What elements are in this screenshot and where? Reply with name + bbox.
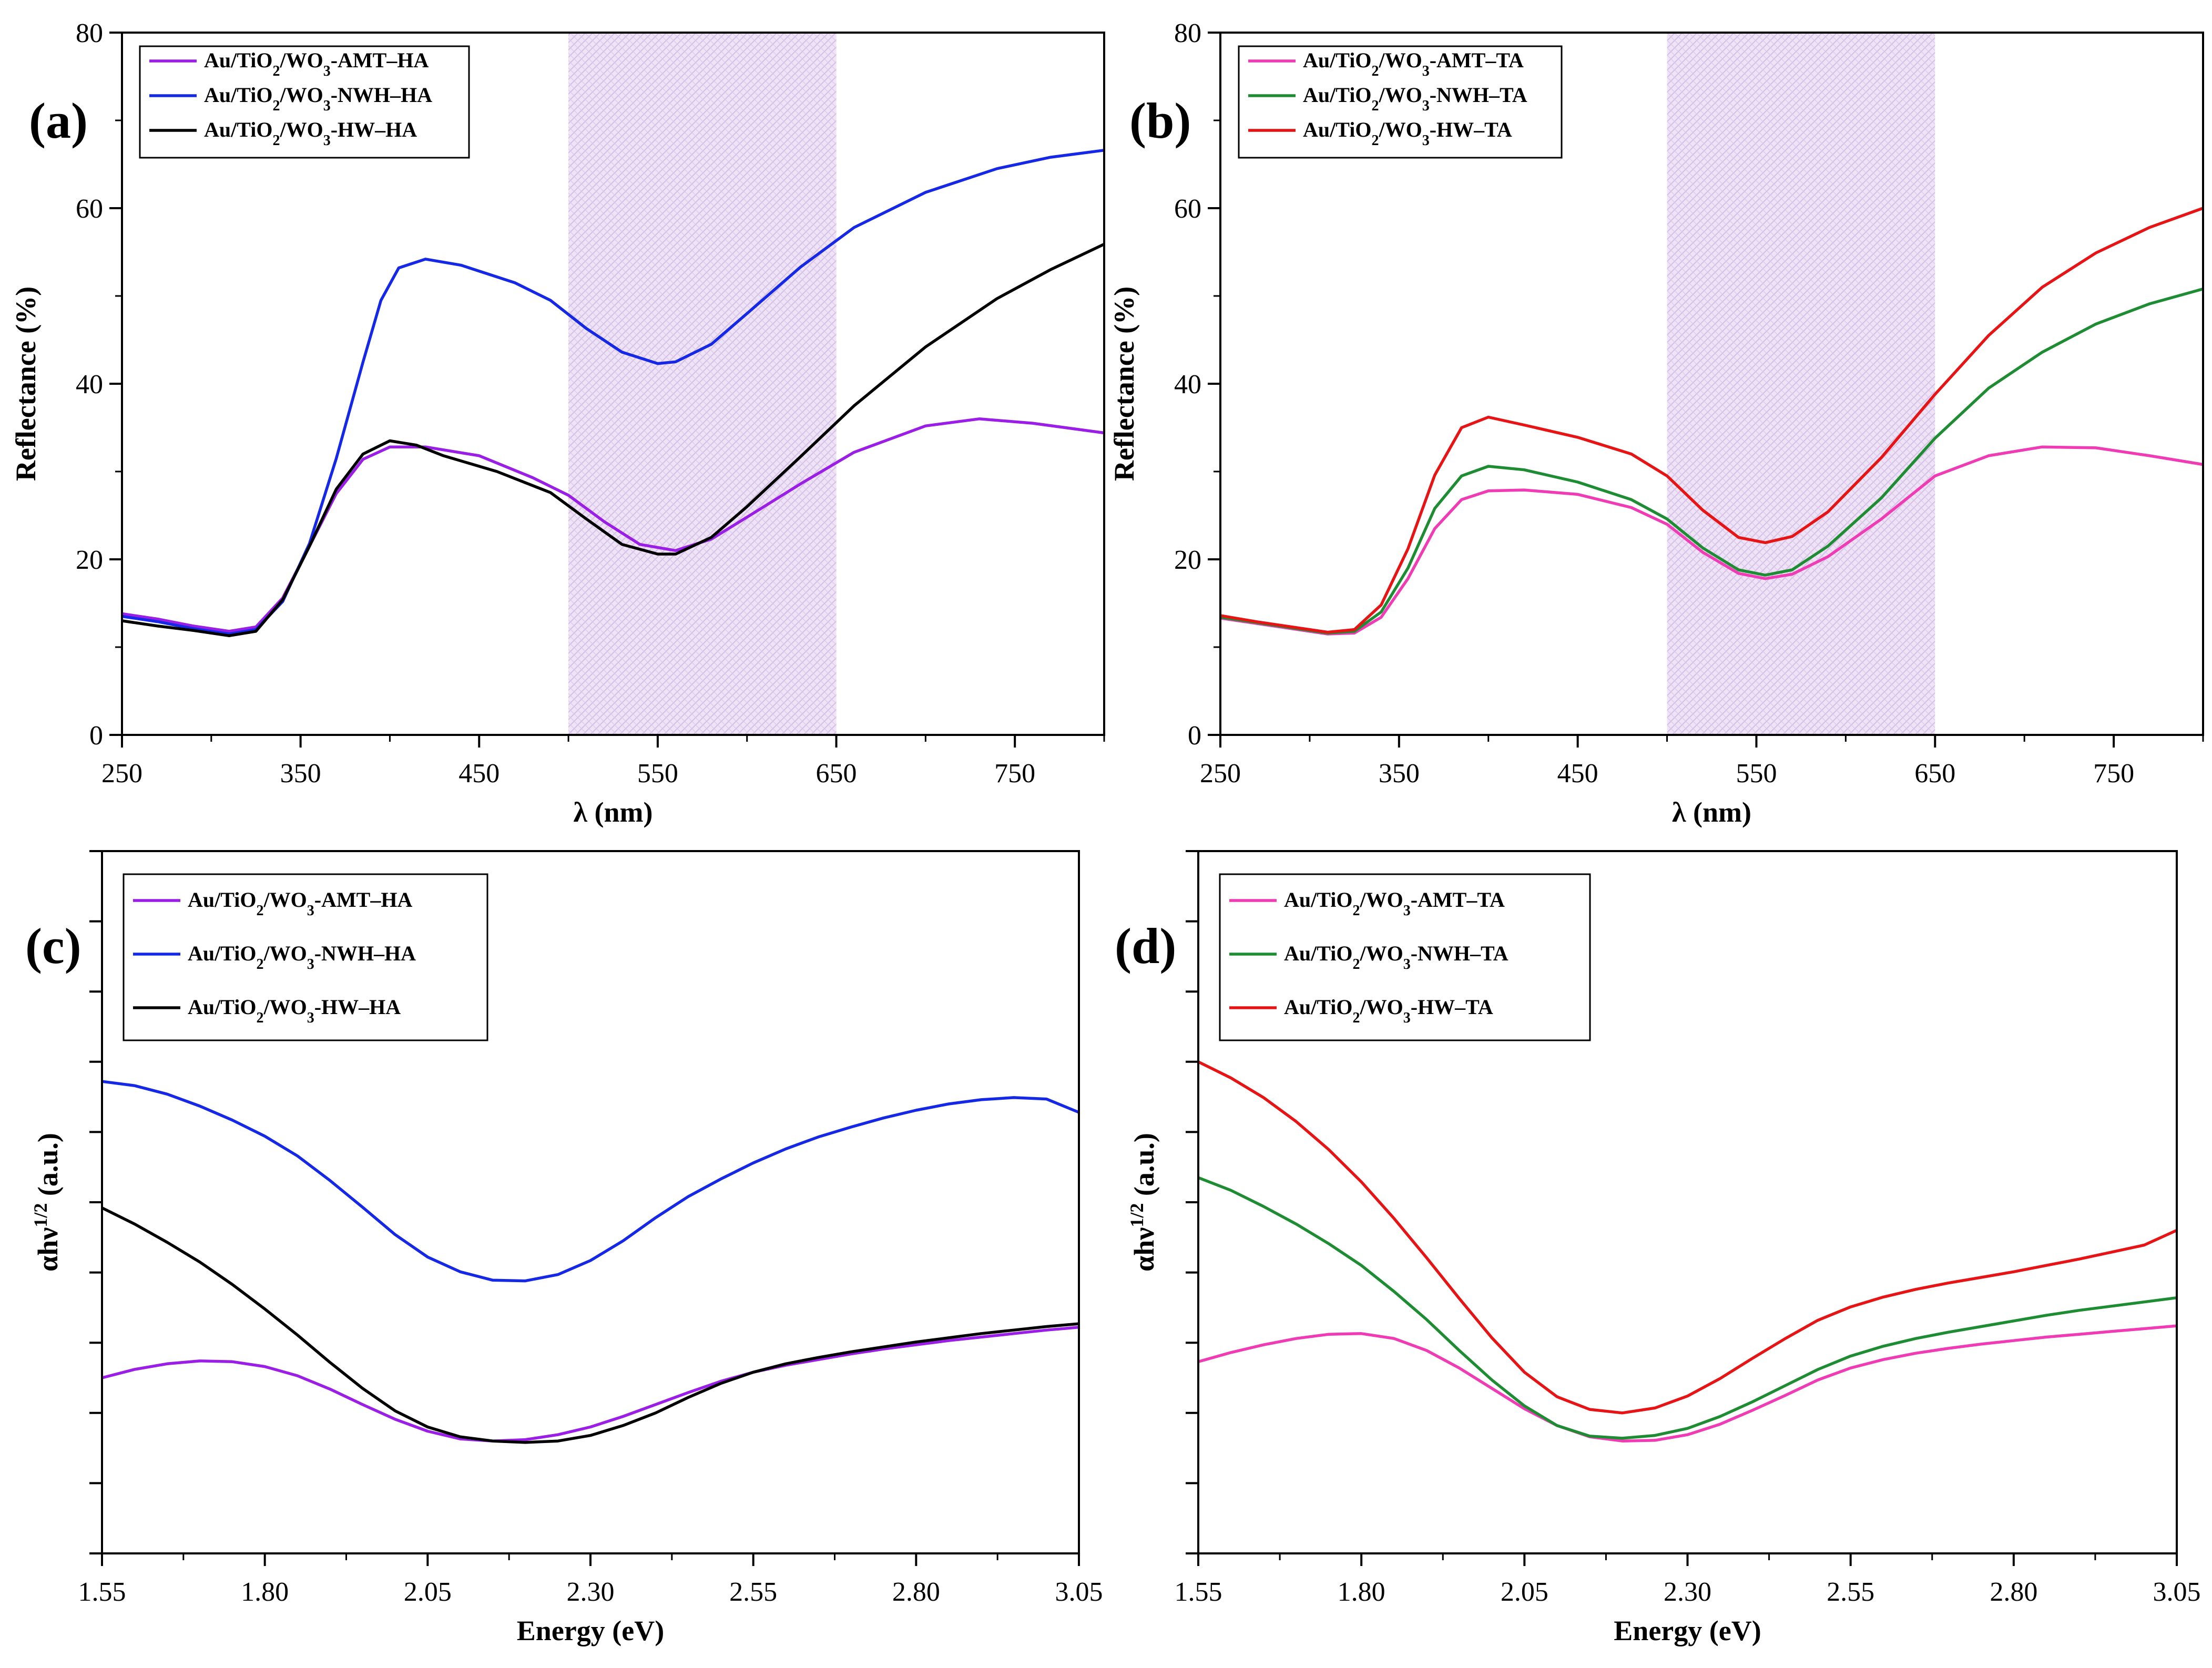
- series-line-3: [1197, 1060, 2178, 1415]
- x-tick-label: 350: [1379, 759, 1420, 789]
- series-line-1: [1198, 1324, 2177, 1442]
- y-axis-title: Reflectance (%): [1108, 286, 1140, 481]
- legend-label-2: Au/TiO2/WO3-NWH–TA: [1284, 942, 1508, 973]
- y-tick-label: 80: [1174, 18, 1201, 48]
- x-tick-label: 2.30: [567, 1577, 615, 1607]
- panel-a-reflectance-ha: 250 350 450 550 650 750 0 20 40 60 80 λ (nm) Reflect…: [10, 18, 1105, 828]
- x-tick-label: 3.05: [1055, 1577, 1103, 1607]
- series-line-2: [101, 1080, 1080, 1283]
- series-line-3: [101, 1206, 1079, 1444]
- panel-d-tauc-ta: 1.55 1.80 2.05 2.30 2.55 2.80 3.05 Energy (eV) α…: [1115, 850, 2201, 1646]
- x-tick-label: 250: [101, 759, 142, 789]
- series-line-2: [1198, 1176, 2177, 1440]
- x-tick-label: 750: [994, 759, 1035, 789]
- legend-label-1: Au/TiO2/WO3-AMT–HA: [204, 48, 429, 79]
- x-tick-label: 2.30: [1664, 1577, 1711, 1607]
- x-tick-label: 650: [816, 759, 857, 789]
- x-tick-label: 2.55: [729, 1577, 777, 1607]
- legend-label-2: Au/TiO2/WO3-NWH–TA: [1303, 83, 1527, 114]
- panel-b-reflectance-ta: 250 350 450 550 650 750 0 20 40 60 80 λ (nm) Reflect…: [1108, 18, 2204, 828]
- legend-label-2: Au/TiO2/WO3-NWH–HA: [204, 83, 432, 114]
- series-line-1: [101, 1326, 1079, 1442]
- panel-tag: (c): [25, 918, 81, 974]
- legend-label-1: Au/TiO2/WO3-AMT–HA: [188, 888, 412, 919]
- x-axis-title: Energy (eV): [1614, 1615, 1761, 1646]
- x-tick-label: 1.80: [241, 1577, 289, 1607]
- y-tick-label: 40: [76, 370, 103, 400]
- series-line-3: [121, 243, 1105, 638]
- y-tick-label: 0: [89, 721, 103, 751]
- legend-label-1: Au/TiO2/WO3-AMT–TA: [1303, 48, 1524, 79]
- x-axis-title: Energy (eV): [517, 1615, 664, 1646]
- x-tick-label: 2.80: [892, 1577, 940, 1607]
- y-axis-title: αhν1/2 (a.u.): [1126, 1133, 1160, 1272]
- x-tick-label: 1.80: [1338, 1577, 1385, 1607]
- legend-label-1: Au/TiO2/WO3-AMT–TA: [1284, 888, 1505, 919]
- series-line-1: [121, 417, 1105, 633]
- series-line-2: [1220, 287, 2204, 635]
- legend-label-3: Au/TiO2/WO3-HW–HA: [188, 995, 401, 1026]
- series-line-3: [1220, 207, 2204, 634]
- legend-label-3: Au/TiO2/WO3-HW–TA: [1303, 118, 1512, 149]
- shaded-band: [1667, 33, 1935, 735]
- x-tick-label: 2.80: [1990, 1577, 2037, 1607]
- x-tick-label: 2.05: [404, 1577, 452, 1607]
- y-axis-title: αhν1/2 (a.u.): [30, 1133, 64, 1272]
- legend-box: [1238, 45, 1563, 159]
- panel-tag: (b): [1129, 93, 1191, 149]
- x-tick-label: 450: [1557, 759, 1598, 789]
- x-axis-title: λ (nm): [1672, 796, 1751, 828]
- legend-label-3: Au/TiO2/WO3-HW–TA: [1284, 995, 1493, 1026]
- legend-label-3: Au/TiO2/WO3-HW–HA: [204, 118, 417, 149]
- x-tick-label: 2.05: [1501, 1577, 1548, 1607]
- y-tick-label: 60: [1174, 194, 1201, 224]
- series-line-1: [1220, 445, 2204, 636]
- legend-box: [1219, 873, 1591, 1041]
- x-tick-label: 650: [1914, 759, 1955, 789]
- x-tick-label: 350: [280, 759, 321, 789]
- x-tick-label: 450: [458, 759, 500, 789]
- x-tick-label: 1.55: [1175, 1577, 1222, 1607]
- y-tick-label: 60: [76, 194, 103, 224]
- x-tick-label: 550: [1736, 759, 1777, 789]
- panel-tag: (d): [1115, 918, 1176, 974]
- legend-label-2: Au/TiO2/WO3-NWH–HA: [188, 942, 416, 973]
- x-tick-label: 550: [637, 759, 678, 789]
- x-tick-label: 250: [1200, 759, 1241, 789]
- y-tick-label: 40: [1174, 370, 1201, 400]
- y-tick-label: 20: [76, 545, 103, 575]
- shaded-band: [568, 33, 837, 735]
- x-tick-label: 750: [2093, 759, 2134, 789]
- x-axis-title: λ (nm): [573, 796, 653, 828]
- y-tick-label: 0: [1188, 721, 1201, 751]
- y-axis-title: Reflectance (%): [10, 286, 42, 481]
- panel-c-tauc-ha: 1.55 1.80 2.05 2.30 2.55 2.80 3.05 Energy (eV) α…: [25, 850, 1103, 1646]
- legend-box: [123, 873, 488, 1041]
- y-tick-label: 20: [1174, 545, 1201, 575]
- x-tick-label: 1.55: [78, 1577, 126, 1607]
- x-tick-label: 3.05: [2153, 1577, 2201, 1607]
- x-tick-label: 2.55: [1827, 1577, 1874, 1607]
- panel-tag: (a): [29, 93, 88, 149]
- legend-box: [139, 45, 470, 159]
- y-tick-label: 80: [76, 18, 103, 48]
